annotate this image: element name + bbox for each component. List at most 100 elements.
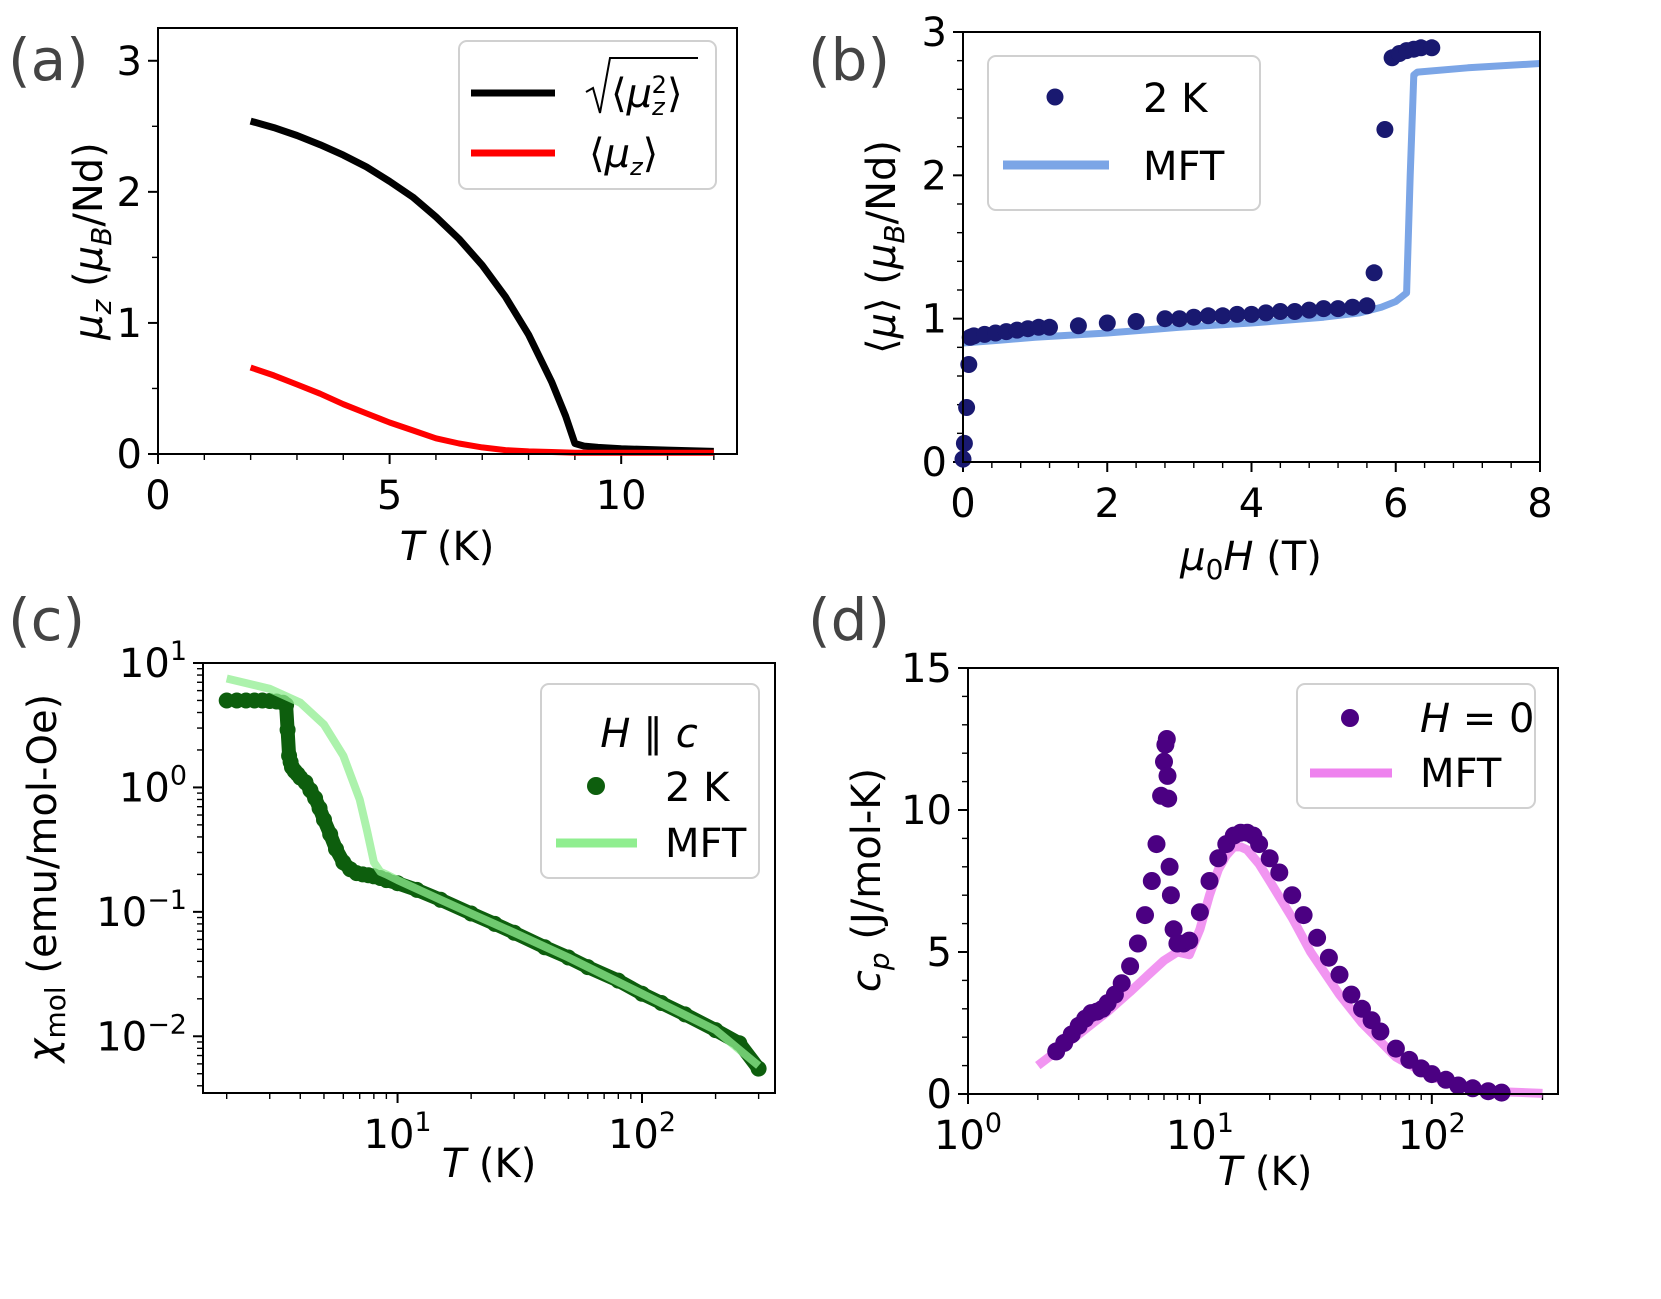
y-tick-label: 2: [117, 170, 142, 216]
data-point-H0: [1136, 906, 1154, 925]
y-tick-label: 0: [117, 432, 142, 478]
x-tick-label: 5: [377, 473, 402, 519]
data-point-H0: [1128, 934, 1147, 953]
panel-label: (b): [808, 26, 890, 94]
data-point-2K: [1344, 298, 1361, 316]
data-point-H0: [1190, 903, 1209, 922]
data-point-2K: [958, 399, 976, 416]
panel-b: (b) 0 2 4 6 8 0 1 2 3 μ0H (T) ⟨μ⟩ (μB/Nd) 2 K MFT: [808, 10, 1553, 586]
data-point-2K: [1243, 305, 1260, 323]
data-point-2K: [1286, 303, 1304, 320]
series-line-mft: [225, 674, 762, 1069]
data-point-H0: [1260, 849, 1279, 868]
y-tick-label: 3: [922, 10, 947, 56]
data-point-H0: [1160, 857, 1179, 876]
x-axis-label: T (K): [400, 524, 495, 570]
x-tick-label: 102: [608, 1107, 676, 1158]
y-tick-label: 100: [119, 760, 187, 811]
y-tick-label: 2: [922, 153, 947, 199]
data-point-H0: [1158, 766, 1177, 785]
y-tick-label: 101: [119, 636, 187, 687]
x-tick-label: 0: [950, 481, 975, 527]
data-point-H0: [1342, 985, 1361, 1004]
y-tick-label: 10: [901, 788, 952, 834]
panel-label: (d): [808, 586, 890, 654]
data-point-H0: [1270, 863, 1289, 882]
legend-label-mean: ⟨μz⟩: [589, 131, 658, 181]
data-point-2K: [1069, 317, 1087, 335]
legend-label-2K: 2 K: [665, 765, 731, 811]
data-point-H0: [1492, 1083, 1511, 1102]
data-point-2K: [1228, 305, 1246, 323]
data-point-H0: [1386, 1039, 1405, 1058]
y-axis-label: χmol (emu/mol-Oe): [20, 694, 72, 1064]
series-line-mean-mu: [249, 364, 714, 456]
data-point-H0: [1155, 752, 1173, 771]
data-point-H0: [1463, 1079, 1482, 1098]
legend-label-mft: MFT: [1420, 751, 1502, 797]
data-point-H0: [1308, 928, 1327, 947]
x-tick-label: 4: [1239, 481, 1264, 527]
data-point-H0: [1200, 872, 1219, 890]
y-tick-label: 10−2: [96, 1009, 187, 1060]
data-point-2K: [1199, 307, 1217, 325]
data-point-H0: [1161, 886, 1180, 905]
data-point-2K: [1257, 304, 1275, 322]
legend-frame: [540, 683, 760, 879]
y-tick-label: 1: [922, 297, 947, 343]
data-point-H0: [1250, 835, 1269, 854]
series-line-rms-mu: [249, 117, 714, 455]
x-tick-label: 101: [364, 1107, 432, 1158]
data-point-H0: [1157, 730, 1176, 748]
data-point-2K: [1271, 303, 1289, 320]
data-point-H0: [1121, 957, 1140, 976]
y-axis-label: μz (μB/Nd): [66, 142, 118, 341]
x-tick-label: 2: [1095, 481, 1120, 527]
data-point-H0: [1147, 835, 1166, 854]
data-point-2K: [1156, 310, 1174, 328]
legend-marker-H0: [1341, 709, 1359, 727]
legend-title: H ∥ c: [600, 711, 698, 757]
data-point-2K: [1300, 301, 1318, 319]
panel-label: (c): [8, 586, 85, 654]
x-tick-label: 10: [596, 473, 647, 519]
x-tick-label: 6: [1383, 481, 1408, 527]
data-point-H0: [1330, 965, 1349, 984]
axes-frame: [202, 662, 776, 1094]
axes-frame: [962, 31, 1541, 463]
data-point-H0: [1371, 1022, 1390, 1041]
data-point-2K: [1376, 121, 1394, 138]
data-point-2K: [955, 434, 973, 452]
data-point-H0: [1283, 886, 1302, 905]
data-point-H0: [1112, 974, 1131, 993]
x-axis-label: μ0H (T): [1179, 534, 1322, 586]
x-tick-label: 101: [1166, 1108, 1234, 1159]
axes-frame: [967, 667, 1559, 1095]
x-axis-label: T (K): [1218, 1149, 1313, 1195]
y-tick-label: 10−1: [96, 885, 187, 936]
y-tick-label: 3: [117, 39, 142, 85]
y-tick-label: 0: [927, 1072, 952, 1118]
data-point-H0: [1159, 789, 1178, 808]
y-tick-label: 0: [922, 440, 947, 486]
data-point-2K: [1041, 318, 1058, 336]
panel-a: (a) 0 5 10 0 1 2 3 T (K) μz (μB/Nd) ⟨μz2⟩ ⟨μz⟩: [8, 26, 738, 570]
y-axis-label: ⟨μ⟩ (μB/Nd): [859, 140, 911, 354]
data-point-H0: [1422, 1065, 1441, 1084]
data-point-H0: [1164, 920, 1183, 939]
data-point-2K: [1214, 307, 1232, 325]
data-point-2K: [1098, 314, 1116, 332]
x-tick-label: 100: [934, 1108, 1002, 1159]
y-tick-label: 15: [901, 646, 952, 692]
legend-label-mft: MFT: [665, 821, 747, 867]
legend-label-H0: H = 0: [1420, 696, 1534, 742]
y-tick-label: 5: [927, 930, 952, 976]
axes-frame: [157, 27, 738, 455]
data-point-H0: [1180, 931, 1199, 950]
x-tick-label: 102: [1398, 1108, 1466, 1159]
x-axis-label: T (K): [442, 1141, 537, 1187]
y-tick-label: 1: [117, 301, 142, 347]
legend-label-rms: ⟨μz2⟩: [611, 71, 683, 121]
